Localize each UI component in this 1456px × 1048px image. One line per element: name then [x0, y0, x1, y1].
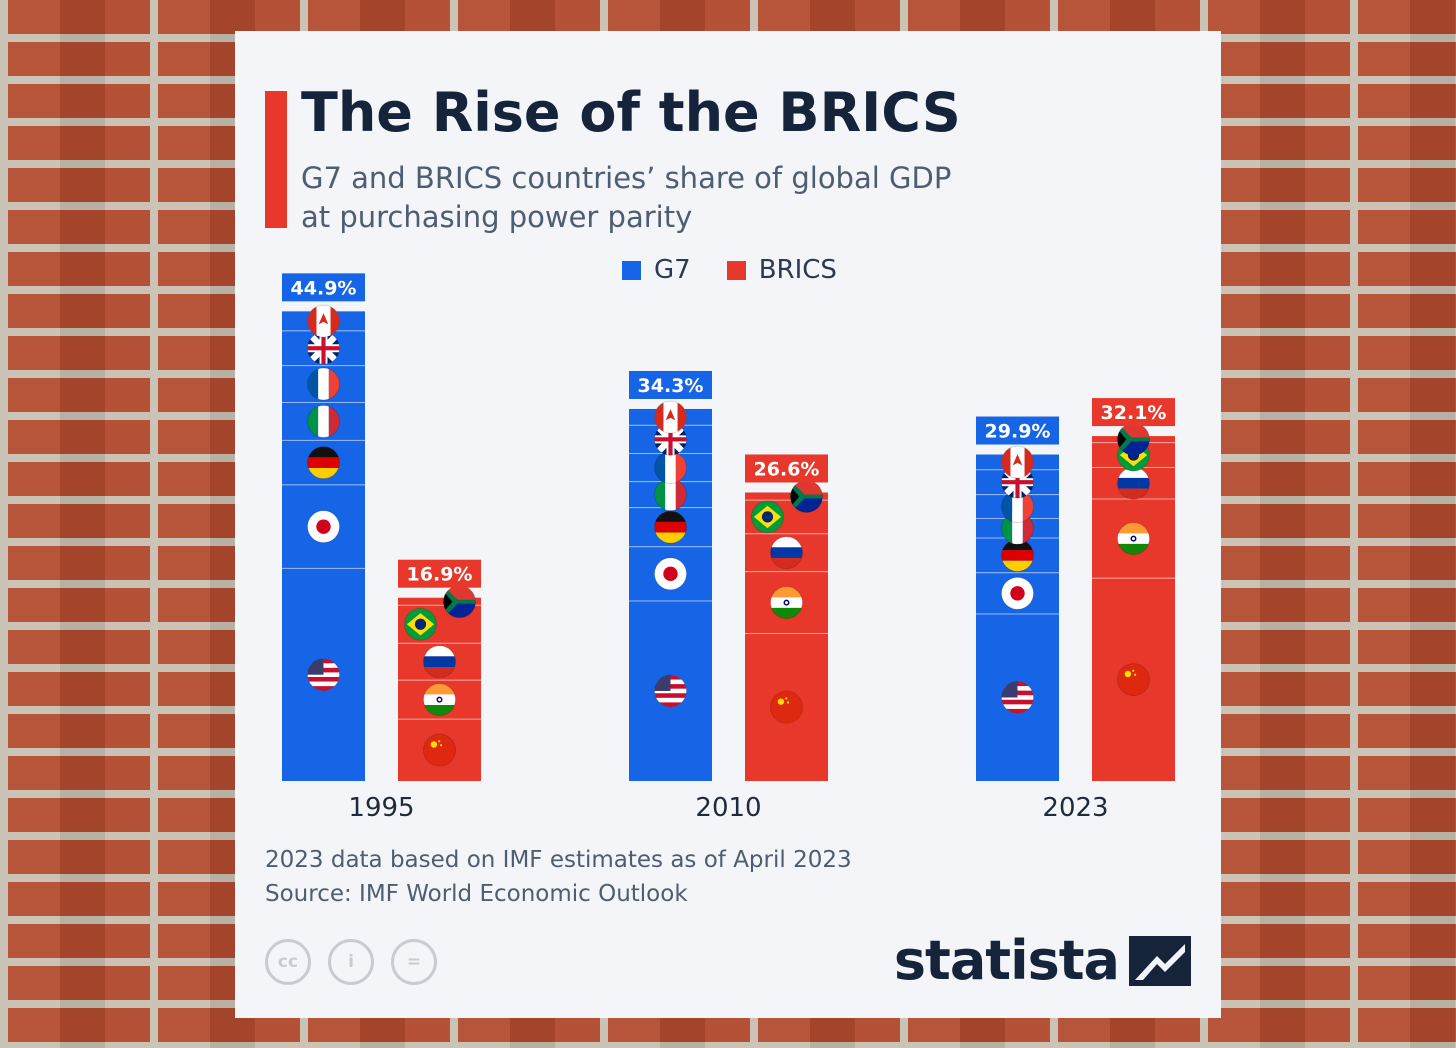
footnote-source: Source: IMF World Economic Outlook — [265, 881, 688, 907]
flag-india-icon — [770, 586, 803, 620]
total-label-bg-brics-1995 — [398, 559, 481, 588]
chart-legend: G7 BRICS — [622, 253, 873, 287]
title-accent-bar — [265, 91, 287, 228]
total-label-bg-g7-2023 — [976, 416, 1059, 445]
chart-card: The Rise of the BRICS G7 and BRICS count… — [235, 31, 1221, 1018]
total-label-bg-g7-2010 — [629, 370, 712, 399]
x-tick-label-2023: 2023 — [1042, 793, 1108, 823]
statista-logo[interactable]: statista — [894, 931, 1191, 991]
no-derivatives-icon[interactable]: = — [391, 939, 437, 985]
flag-germany-icon — [307, 446, 340, 480]
flag-united-states-icon — [1001, 680, 1034, 714]
total-label-g7-2023: 29.9% — [985, 421, 1051, 443]
flag-france-icon — [654, 451, 687, 485]
logo-text: statista — [893, 929, 1120, 992]
total-label-bg-brics-2010 — [745, 454, 828, 483]
legend-label-g7: G7 — [654, 255, 691, 285]
flag-germany-icon — [654, 510, 687, 544]
flag-south-africa-icon — [790, 479, 823, 513]
chart-subtitle: G7 and BRICS countries’ share of global … — [301, 159, 1001, 237]
flag-united-states-icon — [654, 674, 687, 708]
total-label-g7-1995: 44.9% — [291, 277, 357, 299]
flag-india-icon — [423, 683, 456, 717]
total-label-brics-2010: 26.6% — [754, 458, 820, 480]
flag-canada-icon — [654, 400, 687, 434]
subtitle-line-1: G7 and BRICS countries’ share of global … — [301, 161, 952, 195]
attribution-icon[interactable]: i — [328, 939, 374, 985]
x-tick-label-2010: 2010 — [695, 793, 761, 823]
chart-title: The Rise of the BRICS — [301, 81, 961, 144]
flag-brazil-icon — [751, 500, 784, 534]
total-label-brics-1995: 16.9% — [407, 564, 473, 586]
footnote-note: 2023 data based on IMF estimates as of A… — [265, 847, 852, 873]
flag-russia-icon — [1117, 466, 1150, 500]
flag-france-icon — [307, 367, 340, 401]
flag-canada-icon — [307, 304, 340, 338]
flag-russia-icon — [770, 536, 803, 570]
flag-south-africa-icon — [443, 585, 476, 619]
flag-russia-icon — [423, 645, 456, 679]
flag-japan-icon — [307, 510, 340, 544]
total-label-bg-g7-1995 — [282, 273, 365, 302]
total-label-brics-2023: 32.1% — [1101, 402, 1167, 424]
flag-japan-icon — [1001, 576, 1034, 610]
flag-china-icon — [770, 690, 803, 724]
subtitle-line-2: at purchasing power parity — [301, 200, 693, 234]
statista-logo-mark-icon — [1129, 936, 1191, 986]
legend-item-brics: BRICS — [726, 255, 837, 285]
cc-icon[interactable]: cc — [265, 939, 311, 985]
flag-china-icon — [423, 733, 456, 767]
total-label-bg-brics-2023 — [1092, 398, 1175, 427]
flag-united-states-icon — [307, 658, 340, 692]
x-tick-label-1995: 1995 — [348, 793, 414, 823]
legend-item-g7: G7 — [622, 255, 691, 285]
flag-india-icon — [1117, 522, 1150, 556]
legend-label-brics: BRICS — [758, 255, 837, 285]
flag-canada-icon — [1001, 445, 1034, 479]
legend-swatch-g7 — [622, 260, 641, 280]
flag-brazil-icon — [404, 607, 437, 641]
flag-japan-icon — [654, 557, 687, 591]
total-label-g7-2010: 34.3% — [638, 375, 704, 397]
footnote: 2023 data based on IMF estimates as of A… — [265, 843, 852, 911]
legend-swatch-brics — [726, 260, 746, 280]
bar-brics-1995-south-africa — [398, 597, 481, 606]
license-icons: cc i = — [265, 939, 454, 985]
stacked-bar-chart: 44.9% 16.9% 1995 34.3% 26.6% 2010 29.9% 32.1% 20… — [282, 273, 1175, 823]
flag-south-africa-icon — [1117, 422, 1150, 456]
flag-italy-icon — [307, 404, 340, 438]
bar-brics-2010-south-africa — [745, 492, 828, 501]
flag-united-kingdom-icon — [307, 331, 340, 365]
flag-china-icon — [1117, 663, 1150, 697]
